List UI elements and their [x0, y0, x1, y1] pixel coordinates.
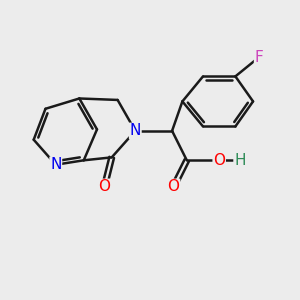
Text: O: O [213, 153, 225, 168]
Text: F: F [255, 50, 263, 65]
Text: H: H [234, 153, 246, 168]
Text: O: O [98, 179, 110, 194]
Text: N: N [130, 123, 141, 138]
Text: O: O [168, 179, 180, 194]
Text: N: N [50, 157, 61, 172]
